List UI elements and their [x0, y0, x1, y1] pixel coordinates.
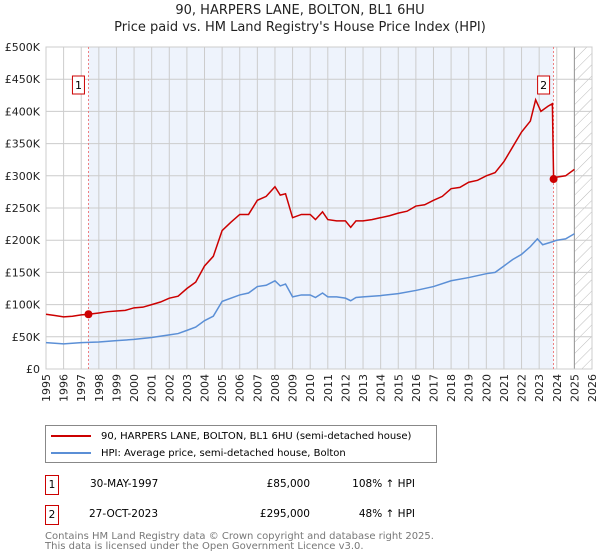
sale-point — [549, 175, 558, 184]
x-tick-label: 2018 — [445, 374, 458, 402]
y-tick-label: £0 — [26, 363, 40, 376]
sale-price: £85,000 — [266, 478, 310, 490]
y-tick-label: £200K — [5, 234, 41, 247]
sale-hpi-change: 108% ↑ HPI — [352, 478, 415, 490]
x-tick-label: 2014 — [375, 374, 388, 402]
plot-frame — [45, 46, 593, 370]
hpi-line — [45, 233, 575, 345]
x-tick-label: 2010 — [304, 374, 317, 402]
sale-date: 27-OCT-2023 — [89, 508, 158, 520]
x-tick-label: 2019 — [463, 374, 476, 402]
sale-point — [84, 310, 93, 319]
y-tick-label: £150K — [5, 266, 41, 279]
y-tick-label: £100K — [5, 299, 41, 312]
x-tick-label: 2000 — [128, 374, 141, 402]
legend-label: 90, HARPERS LANE, BOLTON, BL1 6HU (semi-… — [101, 430, 412, 442]
x-tick-label: 2012 — [339, 374, 352, 402]
y-tick-label: £350K — [5, 138, 41, 151]
legend-label: HPI: Average price, semi-detached house,… — [101, 447, 346, 459]
x-tick-label: 2017 — [427, 374, 440, 402]
y-tick-label: £50K — [12, 331, 41, 344]
x-tick-label: 2009 — [287, 374, 300, 402]
sale-row-2: 2 27-OCT-2023 £295,000 48% ↑ HPI — [45, 505, 465, 525]
x-tick-label: 2005 — [216, 374, 229, 402]
sale-label-box — [71, 75, 85, 95]
x-tick-label: 1999 — [110, 374, 123, 402]
x-tick-label: 2008 — [269, 374, 282, 402]
sale-marker-badge: 1 — [45, 475, 59, 495]
x-tick-label: 2023 — [533, 374, 546, 402]
x-tick-label: 2021 — [498, 374, 511, 402]
legend-swatch-blue — [51, 452, 91, 454]
sale-row-1: 1 30-MAY-1997 £85,000 108% ↑ HPI — [45, 475, 465, 495]
legend-item-hpi: HPI: Average price, semi-detached house,… — [46, 445, 346, 461]
sale-price: £295,000 — [259, 508, 310, 520]
x-tick-label: 2022 — [516, 374, 529, 402]
x-tick-label: 2016 — [410, 374, 423, 402]
property-price-line — [45, 97, 575, 318]
x-tick-label: 1997 — [75, 374, 88, 402]
x-tick-label: 2013 — [357, 374, 370, 402]
x-tick-label: 2007 — [251, 374, 264, 402]
y-tick-label: £250K — [5, 202, 41, 215]
sale-label: 2 — [540, 79, 547, 92]
plot-area: 1995 1996 1997 1998 1999 2000 2001 2002 2003 2004… — [5, 41, 599, 402]
legend: 90, HARPERS LANE, BOLTON, BL1 6HU (semi-… — [45, 425, 437, 463]
x-tick-label: 2025 — [568, 374, 581, 402]
sale-label: 1 — [75, 79, 82, 92]
y-tick-label: £500K — [5, 41, 41, 54]
y-tick-label: £400K — [5, 105, 41, 118]
legend-swatch-red — [51, 435, 91, 437]
x-tick-label: 2011 — [322, 374, 335, 402]
footer-copyright: Contains HM Land Registry data © Crown c… — [45, 531, 434, 542]
x-tick-label: 2004 — [199, 374, 212, 402]
legend-item-property: 90, HARPERS LANE, BOLTON, BL1 6HU (semi-… — [46, 428, 411, 444]
x-tick-label: 2006 — [234, 374, 247, 402]
sale-label-box — [537, 75, 551, 95]
footer-licence: This data is licensed under the Open Gov… — [45, 541, 364, 552]
x-tick-label: 2024 — [551, 374, 564, 402]
sale-date: 30-MAY-1997 — [90, 478, 159, 490]
x-tick-label: 2001 — [146, 374, 159, 402]
x-tick-label: 2002 — [163, 374, 176, 402]
x-tick-label: 1996 — [58, 374, 71, 402]
x-tick-label: 1998 — [93, 374, 106, 402]
chart-title: 90, HARPERS LANE, BOLTON, BL1 6HU — [175, 3, 425, 18]
y-tick-label: £450K — [5, 73, 41, 86]
chart-subtitle: Price paid vs. HM Land Registry's House … — [114, 20, 486, 35]
sale-marker-badge: 2 — [45, 505, 59, 525]
x-tick-label: 2020 — [480, 374, 493, 402]
x-tick-label: 1995 — [40, 374, 53, 402]
sale-hpi-change: 48% ↑ HPI — [358, 508, 415, 520]
x-tick-label: 2026 — [586, 374, 599, 402]
x-tick-label: 2015 — [392, 374, 405, 402]
x-tick-label: 2003 — [181, 374, 194, 402]
y-tick-label: £300K — [5, 170, 41, 183]
